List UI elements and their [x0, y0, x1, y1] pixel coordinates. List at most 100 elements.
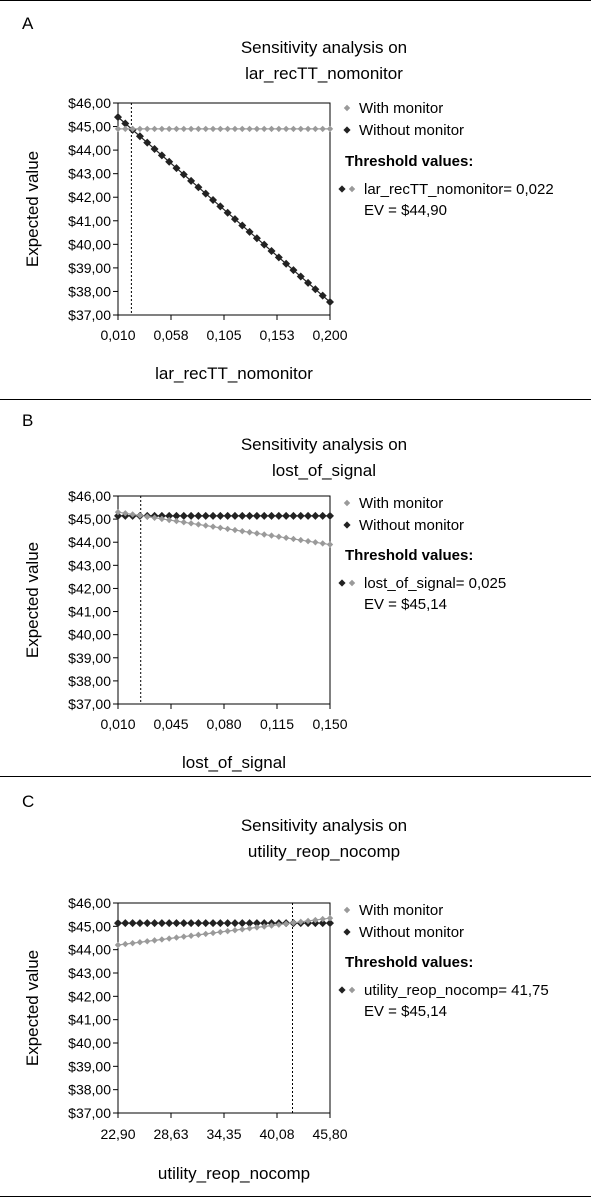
point-with-monitor [239, 125, 246, 133]
point-with-monitor [180, 519, 187, 526]
y-tick-label: $45,00 [68, 119, 111, 135]
point-without-monitor [326, 298, 334, 307]
point-with-monitor [224, 125, 231, 133]
y-tick-label: $46,00 [68, 895, 111, 911]
y-axis-label: Expected value [23, 950, 42, 1066]
point-with-monitor [224, 525, 231, 533]
point-with-monitor [326, 125, 334, 133]
point-with-monitor [202, 125, 209, 133]
point-without-monitor [143, 138, 152, 147]
point-without-monitor [245, 511, 254, 520]
y-tick-label: $45,00 [68, 511, 111, 527]
point-without-monitor [143, 919, 152, 928]
point-with-monitor [195, 125, 202, 133]
x-tick-label: 0,010 [100, 327, 135, 343]
point-with-monitor [114, 125, 122, 133]
point-without-monitor [165, 919, 174, 928]
legend-marker-without-monitor [343, 126, 351, 134]
point-with-monitor [268, 922, 275, 929]
point-with-monitor [290, 125, 297, 133]
point-with-monitor [195, 521, 202, 528]
chart-c: C Sensitivity analysis on utility_reop_noc… [22, 792, 549, 1183]
point-with-monitor [136, 939, 144, 946]
point-without-monitor [267, 511, 276, 520]
point-with-monitor [158, 936, 166, 943]
chart-title: Sensitivity analysis on [241, 816, 407, 835]
point-with-monitor [144, 513, 151, 520]
legend-without-monitor: Without monitor [359, 924, 464, 941]
point-with-monitor [231, 526, 239, 534]
point-without-monitor [187, 176, 196, 185]
y-axis-label: Expected value [23, 542, 42, 658]
point-without-monitor [209, 511, 218, 520]
point-with-monitor [217, 928, 224, 936]
point-without-monitor [187, 511, 196, 520]
point-with-monitor [253, 530, 261, 537]
chart-subtitle: lost_of_signal [272, 461, 376, 480]
point-with-monitor [129, 125, 136, 133]
point-with-monitor [180, 125, 187, 133]
point-with-monitor [261, 923, 268, 930]
point-without-monitor [209, 919, 218, 928]
point-with-monitor [151, 937, 158, 944]
point-without-monitor [296, 272, 305, 281]
legend-marker-without-monitor [343, 521, 351, 529]
point-with-monitor [129, 939, 136, 947]
panel-c: C Sensitivity analysis on utility_reop_noc… [0, 777, 591, 1197]
point-with-monitor [239, 527, 246, 535]
point-without-monitor [216, 202, 225, 211]
point-with-monitor [195, 931, 202, 939]
y-tick-label: $39,00 [68, 650, 111, 666]
point-without-monitor [289, 266, 298, 275]
point-without-monitor [238, 221, 247, 230]
point-without-monitor [230, 215, 239, 224]
y-tick-label: $43,00 [68, 965, 111, 981]
x-tick-label: 0,058 [153, 327, 188, 343]
point-without-monitor [121, 919, 130, 928]
y-tick-label: $37,00 [68, 307, 111, 323]
point-with-monitor [282, 920, 290, 927]
point-without-monitor [194, 183, 203, 192]
chart-b: B Sensitivity analysis on lost_of_signal $4… [22, 411, 506, 772]
point-with-monitor [268, 125, 275, 133]
point-with-monitor [209, 929, 217, 937]
point-with-monitor [231, 926, 239, 934]
point-with-monitor [122, 940, 129, 948]
point-without-monitor [304, 278, 313, 287]
panel-letter: A [22, 14, 34, 33]
point-with-monitor [187, 125, 195, 133]
point-without-monitor [165, 511, 174, 520]
y-tick-label: $46,00 [68, 95, 111, 111]
point-without-monitor [326, 919, 334, 928]
point-with-monitor [144, 125, 151, 133]
point-with-monitor [275, 921, 283, 928]
point-without-monitor [157, 919, 166, 928]
point-with-monitor [114, 941, 122, 949]
point-without-monitor [172, 919, 181, 928]
threshold-label: utility_reop_nocomp= 41,75 [364, 982, 549, 999]
chart-subtitle: lar_recTT_nomonitor [245, 64, 403, 83]
plot-area [117, 902, 331, 1114]
threshold-heading: Threshold values: [345, 153, 473, 170]
plot-area [117, 495, 331, 705]
point-without-monitor [201, 919, 210, 928]
point-with-monitor [275, 533, 283, 540]
point-without-monitor [128, 919, 137, 928]
chart-subtitle: utility_reop_nocomp [248, 842, 400, 861]
point-without-monitor [238, 511, 247, 520]
panel-letter: B [22, 411, 33, 430]
threshold-marker-with [348, 185, 356, 193]
y-tick-label: $40,00 [68, 236, 111, 252]
point-with-monitor [297, 125, 304, 133]
threshold-label: lost_of_signal= 0,025 [364, 575, 506, 592]
threshold-marker-without [338, 579, 346, 587]
point-without-monitor [179, 919, 188, 928]
y-tick-label: $41,00 [68, 1012, 111, 1028]
point-without-monitor [274, 511, 283, 520]
chart-title: Sensitivity analysis on [241, 38, 407, 57]
y-tick-label: $41,00 [68, 213, 111, 229]
point-without-monitor [223, 511, 232, 520]
point-without-monitor [238, 919, 247, 928]
point-without-monitor [194, 511, 203, 520]
y-tick-label: $38,00 [68, 673, 111, 689]
